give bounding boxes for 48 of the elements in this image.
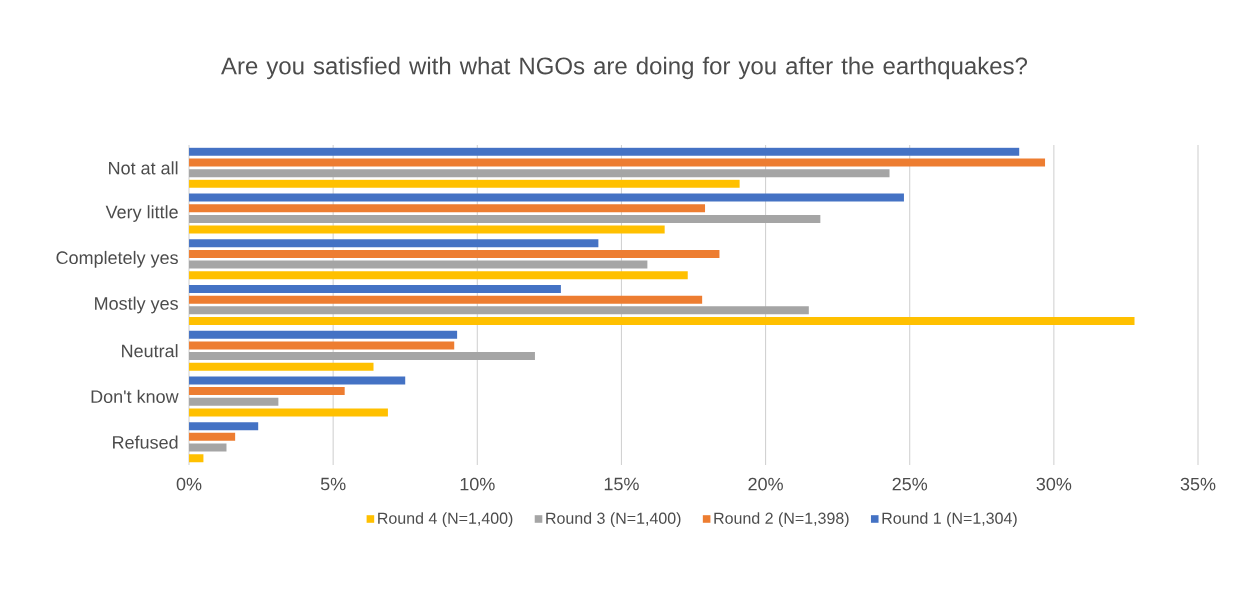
bar (189, 432, 236, 441)
x-tick-label: 25% (892, 477, 928, 491)
bar (189, 285, 561, 293)
x-tick-label: 20% (748, 477, 783, 491)
legend-label: Round 1 (N=1,304) (882, 512, 1017, 528)
legend-label: Round 4 (N=1,400) (378, 512, 513, 528)
bar (189, 330, 458, 339)
bar (189, 376, 406, 385)
bar (189, 260, 648, 269)
bar (189, 239, 599, 248)
legend-label: Round 3 (N=1,400) (546, 512, 681, 528)
legend-label: Round 2 (N=1,398) (714, 512, 849, 528)
x-tick-label: 0% (176, 477, 202, 491)
bar (189, 387, 345, 396)
x-tick-label: 30% (1036, 477, 1072, 491)
y-tick-label: Don't know (91, 389, 179, 404)
bar (189, 193, 904, 202)
bar (189, 316, 1135, 325)
y-tick-label: Very little (105, 205, 178, 222)
bar (189, 422, 259, 431)
bar (189, 408, 388, 417)
bar (189, 214, 821, 223)
bar (189, 362, 374, 371)
bar (189, 352, 535, 361)
bar (189, 271, 688, 280)
bar (189, 306, 809, 315)
bar (189, 295, 703, 304)
y-tick-label: Mostly yes (95, 296, 178, 314)
y-tick-label: Neutral (122, 344, 178, 358)
bar (189, 158, 1046, 167)
bar (189, 204, 706, 213)
bar (189, 169, 890, 178)
y-tick-label: Not at all (109, 161, 178, 175)
chart-title: Are you satisfied with what NGOs are doing for you after the earthquakes? (221, 56, 1028, 80)
x-tick-label: 35% (1180, 477, 1216, 491)
bar (189, 454, 204, 463)
bar (189, 397, 279, 406)
bar (189, 249, 720, 258)
bar (189, 179, 740, 188)
bar (189, 147, 1020, 156)
x-tick-label: 10% (460, 477, 495, 491)
x-tick-label: 5% (320, 477, 346, 491)
y-tick-label: Completely yes (56, 250, 178, 268)
bar (189, 341, 455, 350)
y-tick-label: Refused (113, 435, 178, 449)
x-tick-label: 15% (604, 477, 639, 491)
bar (189, 443, 227, 452)
bar (189, 225, 665, 234)
